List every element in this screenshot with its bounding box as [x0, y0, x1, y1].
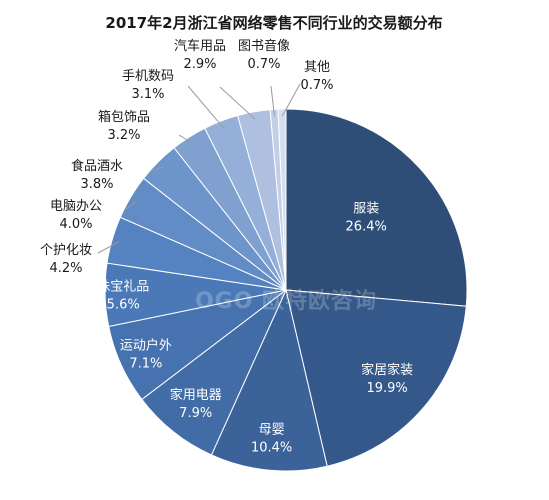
slice-8-value-label: 4.0% — [59, 217, 92, 232]
slice-2-name-label: 家居家装 — [361, 362, 413, 378]
slice-7-value-label: 4.2% — [49, 261, 82, 276]
slice-11-name-label: 手机数码 — [122, 69, 174, 84]
slice-10-leader-line — [178, 134, 194, 144]
slice-12-value-label: 2.9% — [183, 57, 216, 72]
slice-8-leader-line — [125, 200, 138, 210]
slice-6-value-label: 5.6% — [107, 297, 140, 312]
slice-9-value-label: 3.8% — [80, 177, 113, 192]
slice-5-value-label: 7.1% — [129, 357, 162, 372]
slice-4-value-label: 7.9% — [179, 406, 212, 421]
slice-13-value-label: 0.7% — [247, 57, 280, 72]
slice-8-name-label: 电脑办公 — [50, 199, 102, 214]
slice-4-wedge — [141, 289, 287, 456]
slice-14-leader-line — [281, 83, 301, 117]
slice-3-wedge — [210, 288, 328, 472]
leader-lines — [97, 83, 301, 254]
slice-4-name-label: 家用电器 — [170, 387, 222, 403]
slice-2-value-label: 19.9% — [366, 381, 407, 396]
slice-12-name-label: 汽车用品 — [174, 38, 226, 54]
slice-9-name-label: 食品酒水 — [71, 158, 123, 174]
pie-slices — [104, 108, 468, 472]
slice-1-name-label: 服装 — [353, 202, 379, 217]
slice-7-leader-line — [97, 241, 120, 254]
slice-9-leader-line — [150, 166, 164, 172]
slice-labels: 服装 26.4% 家居家装 19.9% 母婴 10.4% 家用电器 7.9% 运动户外 7.1% 珠… — [40, 38, 413, 456]
slice-14-name-label: 其他 — [304, 60, 330, 75]
slice-10-name-label: 箱包饰品 — [98, 109, 150, 125]
slice-12-leader-line — [219, 86, 256, 120]
slice-3-name-label: 母婴 — [259, 423, 285, 438]
watermark: OGO 欧特欧咨询 — [195, 288, 377, 314]
slice-7-name-label: 个护化妆 — [40, 243, 92, 258]
slice-13-name-label: 图书音像 — [238, 38, 290, 54]
slice-3-value-label: 10.4% — [251, 441, 292, 456]
slice-1-wedge — [285, 108, 468, 307]
slice-1-value-label: 26.4% — [346, 220, 387, 235]
slice-10-value-label: 3.2% — [107, 128, 140, 143]
chart-title: 2017年2月浙江省网络零售不同行业的交易额分布 — [105, 14, 442, 32]
slice-11-value-label: 3.1% — [131, 87, 164, 102]
slice-11-leader-line — [187, 85, 224, 129]
slice-6-name-label: 珠宝礼品 — [97, 278, 149, 294]
slice-13-leader-line — [270, 85, 275, 117]
slice-2-wedge — [285, 289, 467, 467]
slice-14-value-label: 0.7% — [300, 78, 333, 93]
slice-5-name-label: 运动户外 — [120, 338, 172, 354]
